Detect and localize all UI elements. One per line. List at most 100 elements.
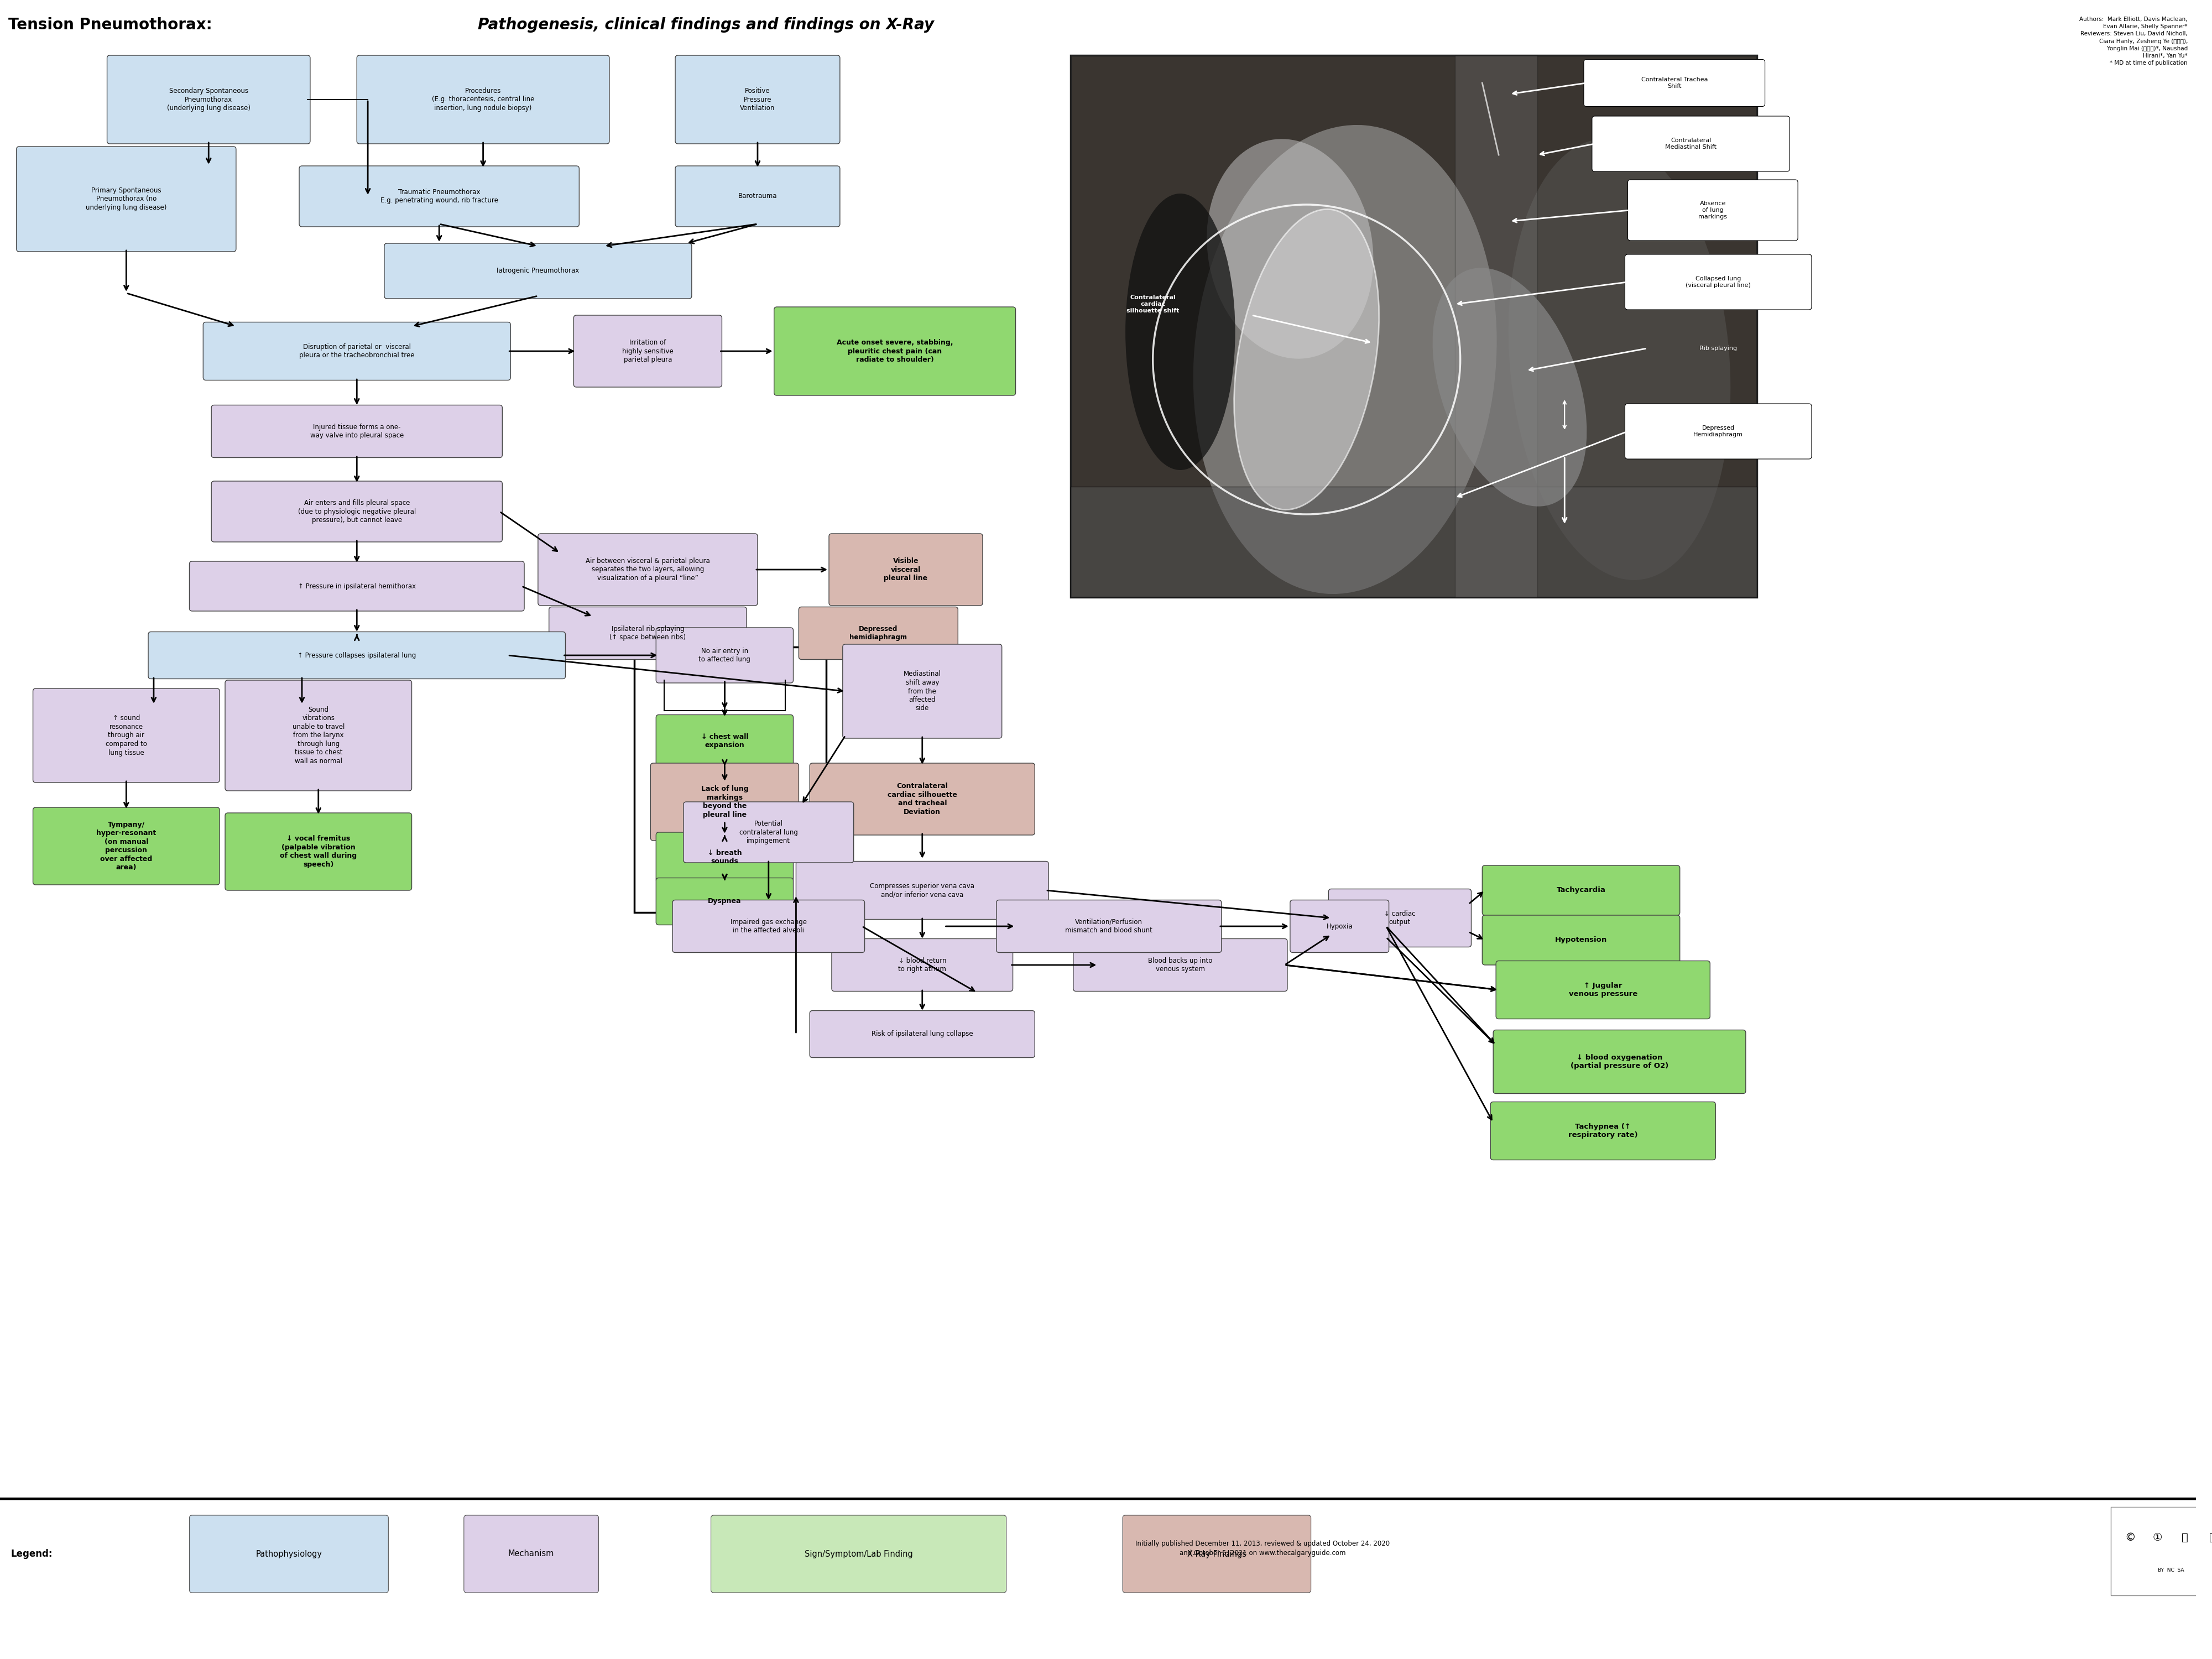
Text: Contralateral
cardiac silhouette
and tracheal
Deviation: Contralateral cardiac silhouette and tra… <box>887 783 958 816</box>
Text: Initially published December 11, 2013, reviewed & updated October 24, 2020
and O: Initially published December 11, 2013, r… <box>1135 1540 1389 1556</box>
FancyBboxPatch shape <box>356 55 608 144</box>
Text: Irritation of
highly sensitive
parietal pleura: Irritation of highly sensitive parietal … <box>622 338 672 363</box>
FancyBboxPatch shape <box>832 939 1013 992</box>
Text: Authors:  Mark Elliott, Davis Maclean,
    Evan Allarie, Shelly Spanner*
Reviewe: Authors: Mark Elliott, Davis Maclean, Ev… <box>2079 17 2188 66</box>
Text: X-Ray Findings: X-Ray Findings <box>1188 1550 1245 1558</box>
FancyBboxPatch shape <box>33 808 219 884</box>
FancyBboxPatch shape <box>710 1515 1006 1593</box>
Text: Risk of ipsilateral lung collapse: Risk of ipsilateral lung collapse <box>872 1030 973 1039</box>
Text: ↓ vocal fremitus
(palpable vibration
of chest wall during
speech): ↓ vocal fremitus (palpable vibration of … <box>281 834 356 868</box>
Text: Traumatic Pneumothorax
E.g. penetrating wound, rib fracture: Traumatic Pneumothorax E.g. penetrating … <box>380 189 498 204</box>
Text: ©: © <box>2124 1533 2135 1543</box>
FancyBboxPatch shape <box>33 688 219 783</box>
Text: Positive
Pressure
Ventilation: Positive Pressure Ventilation <box>741 88 774 111</box>
Text: Ipsilateral rib splaying
(↑ space between ribs): Ipsilateral rib splaying (↑ space betwee… <box>611 625 686 640</box>
FancyBboxPatch shape <box>573 315 721 387</box>
Text: ⇔ L: ⇔ L <box>1739 98 1754 106</box>
FancyBboxPatch shape <box>1491 1102 1717 1160</box>
FancyBboxPatch shape <box>796 861 1048 919</box>
Text: Mechanism: Mechanism <box>509 1550 555 1558</box>
Text: No air entry in
to affected lung: No air entry in to affected lung <box>699 647 750 664</box>
Text: Air between visceral & parietal pleura
separates the two layers, allowing
visual: Air between visceral & parietal pleura s… <box>586 557 710 582</box>
FancyBboxPatch shape <box>148 632 566 679</box>
FancyBboxPatch shape <box>774 307 1015 395</box>
Ellipse shape <box>1126 194 1234 469</box>
FancyBboxPatch shape <box>549 607 748 660</box>
FancyBboxPatch shape <box>843 644 1002 738</box>
FancyBboxPatch shape <box>810 1010 1035 1058</box>
FancyBboxPatch shape <box>1626 254 1812 310</box>
Text: Sound
vibrations
unable to travel
from the larynx
through lung
tissue to chest
w: Sound vibrations unable to travel from t… <box>292 707 345 765</box>
Text: Absence
of lung
markings: Absence of lung markings <box>1699 201 1728 219</box>
Text: BY  NC  SA: BY NC SA <box>2159 1568 2183 1573</box>
FancyBboxPatch shape <box>299 166 580 227</box>
FancyBboxPatch shape <box>799 607 958 660</box>
Text: Tachycardia: Tachycardia <box>1557 886 1606 894</box>
Text: Ventilation/Perfusion
mismatch and blood shunt: Ventilation/Perfusion mismatch and blood… <box>1066 919 1152 934</box>
FancyBboxPatch shape <box>2110 1506 2212 1596</box>
FancyBboxPatch shape <box>212 481 502 542</box>
FancyBboxPatch shape <box>1593 116 1790 171</box>
FancyBboxPatch shape <box>1482 866 1679 916</box>
FancyBboxPatch shape <box>1482 916 1679 966</box>
FancyBboxPatch shape <box>204 322 511 380</box>
FancyBboxPatch shape <box>672 901 865 952</box>
Text: Disruption of parietal or  visceral
pleura or the tracheobronchial tree: Disruption of parietal or visceral pleur… <box>299 343 414 358</box>
Text: Hypotension: Hypotension <box>1555 936 1608 944</box>
Text: Ⓢ: Ⓢ <box>2210 1533 2212 1543</box>
FancyBboxPatch shape <box>190 561 524 611</box>
Text: Mediastinal
shift away
from the
affected
side: Mediastinal shift away from the affected… <box>902 670 940 712</box>
Text: ↑ Pressure collapses ipsilateral lung: ↑ Pressure collapses ipsilateral lung <box>299 652 416 659</box>
Text: Sign/Symptom/Lab Finding: Sign/Symptom/Lab Finding <box>805 1550 914 1558</box>
FancyBboxPatch shape <box>1073 939 1287 992</box>
Text: Ⓜ: Ⓜ <box>2181 1533 2188 1543</box>
Text: Compresses superior vena cava
and/or inferior vena cava: Compresses superior vena cava and/or inf… <box>869 883 975 898</box>
Ellipse shape <box>1234 209 1378 509</box>
Text: Primary Spontaneous
Pneumothorax (no
underlying lung disease): Primary Spontaneous Pneumothorax (no und… <box>86 187 166 211</box>
Text: Potential
contralateral lung
impingement: Potential contralateral lung impingement <box>739 820 799 844</box>
Text: Contralateral
Mediastinal Shift: Contralateral Mediastinal Shift <box>1666 138 1717 149</box>
Ellipse shape <box>1192 124 1498 594</box>
Text: Visible
visceral
pleural line: Visible visceral pleural line <box>885 557 927 582</box>
FancyBboxPatch shape <box>212 405 502 458</box>
FancyBboxPatch shape <box>1071 486 1756 597</box>
Text: Procedures
(E.g. thoracentesis, central line
insertion, lung nodule biopsy): Procedures (E.g. thoracentesis, central … <box>431 88 535 111</box>
Text: Contralateral
cardiac
silhouette shift: Contralateral cardiac silhouette shift <box>1126 295 1179 314</box>
FancyBboxPatch shape <box>675 166 841 227</box>
Text: Dyspnea: Dyspnea <box>708 898 741 906</box>
FancyBboxPatch shape <box>15 146 237 252</box>
Text: Collapsed lung
(visceral pleural line): Collapsed lung (visceral pleural line) <box>1686 275 1752 289</box>
Ellipse shape <box>1208 139 1374 358</box>
FancyBboxPatch shape <box>657 627 794 684</box>
Text: Rib splaying: Rib splaying <box>1699 345 1736 352</box>
FancyBboxPatch shape <box>995 901 1221 952</box>
FancyBboxPatch shape <box>1290 901 1389 952</box>
Text: ↓ breath
sounds: ↓ breath sounds <box>708 849 741 864</box>
Text: Lack of lung
markings
beyond the
pleural line: Lack of lung markings beyond the pleural… <box>701 785 748 818</box>
FancyBboxPatch shape <box>226 813 411 891</box>
FancyBboxPatch shape <box>650 763 799 841</box>
Text: Tympany/
hyper-resonant
(on manual
percussion
over affected
area): Tympany/ hyper-resonant (on manual percu… <box>97 821 157 871</box>
Text: Legend:: Legend: <box>11 1550 53 1559</box>
FancyBboxPatch shape <box>226 680 411 791</box>
Text: Secondary Spontaneous
Pneumothorax
(underlying lung disease): Secondary Spontaneous Pneumothorax (unde… <box>166 88 250 111</box>
FancyBboxPatch shape <box>1124 1515 1312 1593</box>
Text: Depressed
Hemidiaphragm: Depressed Hemidiaphragm <box>1694 425 1743 438</box>
Text: Impaired gas exchange
in the affected alveoli: Impaired gas exchange in the affected al… <box>730 919 807 934</box>
Text: Iatrogenic Pneumothorax: Iatrogenic Pneumothorax <box>498 267 580 274</box>
FancyBboxPatch shape <box>830 534 982 606</box>
FancyBboxPatch shape <box>1329 889 1471 947</box>
Text: Contralateral Trachea
Shift: Contralateral Trachea Shift <box>1641 76 1708 90</box>
Text: ↓ blood return
to right atrium: ↓ blood return to right atrium <box>898 957 947 972</box>
FancyBboxPatch shape <box>1493 1030 1745 1093</box>
Text: Pathogenesis, clinical findings and findings on X-Ray: Pathogenesis, clinical findings and find… <box>478 17 933 33</box>
Text: Hypoxia: Hypoxia <box>1327 922 1354 929</box>
FancyBboxPatch shape <box>657 715 794 766</box>
Text: ↓ blood oxygenation
(partial pressure of O2): ↓ blood oxygenation (partial pressure of… <box>1571 1053 1668 1070</box>
Text: Pathophysiology: Pathophysiology <box>257 1550 323 1558</box>
FancyBboxPatch shape <box>1626 403 1812 460</box>
Text: Injured tissue forms a one-
way valve into pleural space: Injured tissue forms a one- way valve in… <box>310 423 403 440</box>
FancyBboxPatch shape <box>1071 55 1756 597</box>
Text: Acute onset severe, stabbing,
pleuritic chest pain (can
radiate to shoulder): Acute onset severe, stabbing, pleuritic … <box>836 338 953 363</box>
Text: ↑ sound
resonance
through air
compared to
lung tissue: ↑ sound resonance through air compared t… <box>106 715 146 757</box>
